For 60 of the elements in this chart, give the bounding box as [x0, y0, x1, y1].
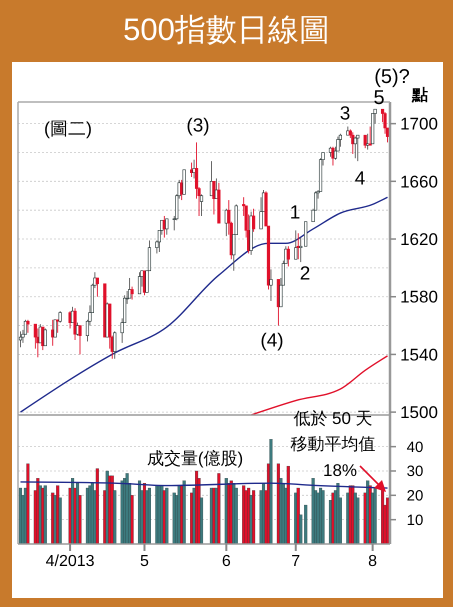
candlestick [294, 230, 298, 260]
annotation: 3 [340, 104, 350, 125]
y-tick-label: 1660 [400, 172, 438, 192]
bar [269, 439, 273, 544]
x-tick-label: 8 [368, 553, 378, 570]
y-tick-label: 20 [406, 488, 424, 505]
candlestick [54, 320, 57, 338]
candlestick [286, 246, 290, 267]
annotation: 18% [322, 460, 358, 480]
line-series [20, 481, 388, 489]
annotation: 2 [300, 264, 310, 285]
candlestick [259, 196, 263, 230]
candlestick [58, 310, 62, 324]
bar [321, 490, 325, 544]
bar [234, 488, 238, 544]
candlestick [200, 194, 204, 216]
candlestick [383, 112, 387, 134]
y-tick-label: 1700 [400, 114, 438, 134]
x-tick-label: 4/2013 [46, 553, 95, 570]
annotation: (4) [260, 330, 284, 352]
candlestick [130, 286, 134, 300]
bar [26, 464, 30, 544]
candlestick [44, 328, 47, 346]
bar [296, 488, 300, 544]
y-tick-label: 1540 [400, 345, 438, 364]
x-tick-label: 6 [222, 553, 231, 570]
candlestick [364, 134, 367, 149]
annotation: 低於 50 天移動平均值 [290, 408, 376, 454]
candlestick [78, 325, 82, 355]
y-tick-label: 1500 [400, 403, 438, 422]
annotation: 5 [373, 87, 385, 109]
candlestick [113, 330, 116, 360]
annotation: 1 [290, 202, 300, 224]
candlestick [252, 208, 256, 232]
candlestick [354, 136, 357, 159]
candlestick [338, 133, 342, 148]
candlestick [96, 278, 99, 298]
annotation: (圖二) [44, 118, 92, 138]
candlestick [368, 126, 372, 146]
annotation: (3) [186, 116, 210, 137]
candlestick [165, 218, 168, 236]
y-tick-label: 40 [406, 438, 424, 456]
y-axis-title: 點 [411, 86, 428, 104]
y-tick-label: 1620 [400, 230, 438, 249]
bar [182, 480, 186, 544]
candlestick [356, 134, 360, 162]
annotation: 4 [354, 168, 366, 190]
y-tick-label: 10 [406, 512, 424, 529]
candlestick [138, 272, 142, 294]
chart-title: 500指數日線圖 [123, 12, 330, 47]
candlestick [18, 330, 22, 348]
x-tick-label: 5 [140, 553, 150, 570]
text: (5)? [374, 66, 410, 88]
y-tick-label: 30 [406, 463, 424, 480]
annotation: 成交量(億股) [146, 448, 244, 468]
candlestick [26, 319, 30, 334]
candlestick [269, 268, 273, 302]
bar [217, 473, 220, 544]
x-tick-label: 7 [291, 553, 300, 570]
y-tick-label: 1580 [400, 288, 438, 307]
